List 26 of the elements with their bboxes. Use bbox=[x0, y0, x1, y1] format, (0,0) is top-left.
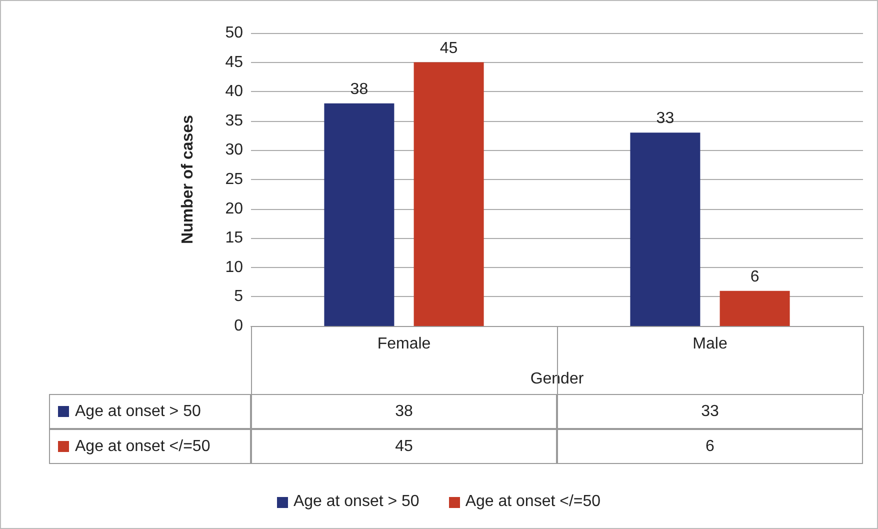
x-tick-label: Female bbox=[377, 336, 431, 352]
y-tick-label: 10 bbox=[225, 258, 244, 276]
x-tick-label: Male bbox=[692, 336, 728, 352]
data-label: 6 bbox=[750, 268, 760, 286]
text: 33 bbox=[557, 394, 863, 429]
text: Age at onset </=50 bbox=[75, 438, 210, 454]
y-axis-title: Number of cases bbox=[180, 114, 196, 244]
y-tick-label: 40 bbox=[225, 83, 244, 100]
x-axis-title: Gender bbox=[530, 370, 584, 388]
y-tick-label: 5 bbox=[234, 288, 244, 306]
y-tick-label: 35 bbox=[225, 112, 244, 130]
y-tick-label: 45 bbox=[225, 54, 244, 71]
y-tick-label: 0 bbox=[234, 318, 244, 334]
legend-label: Age at onset > 50 bbox=[75, 402, 201, 420]
data-label: 45 bbox=[440, 40, 458, 57]
y-tick-label: 50 bbox=[225, 24, 244, 42]
y-tick-label: 20 bbox=[225, 200, 244, 218]
text: 38 bbox=[251, 394, 557, 429]
y-tick-label: 15 bbox=[225, 230, 244, 247]
y-tick-label: 25 bbox=[225, 171, 244, 188]
y-tick-label: 30 bbox=[225, 142, 244, 159]
data-label: 38 bbox=[350, 80, 368, 98]
data-label: 33 bbox=[656, 110, 674, 128]
text: Age at onset > 50 bbox=[293, 493, 420, 510]
legend-label: Age at onset </=50 bbox=[465, 493, 601, 511]
text: 6 bbox=[557, 429, 863, 464]
